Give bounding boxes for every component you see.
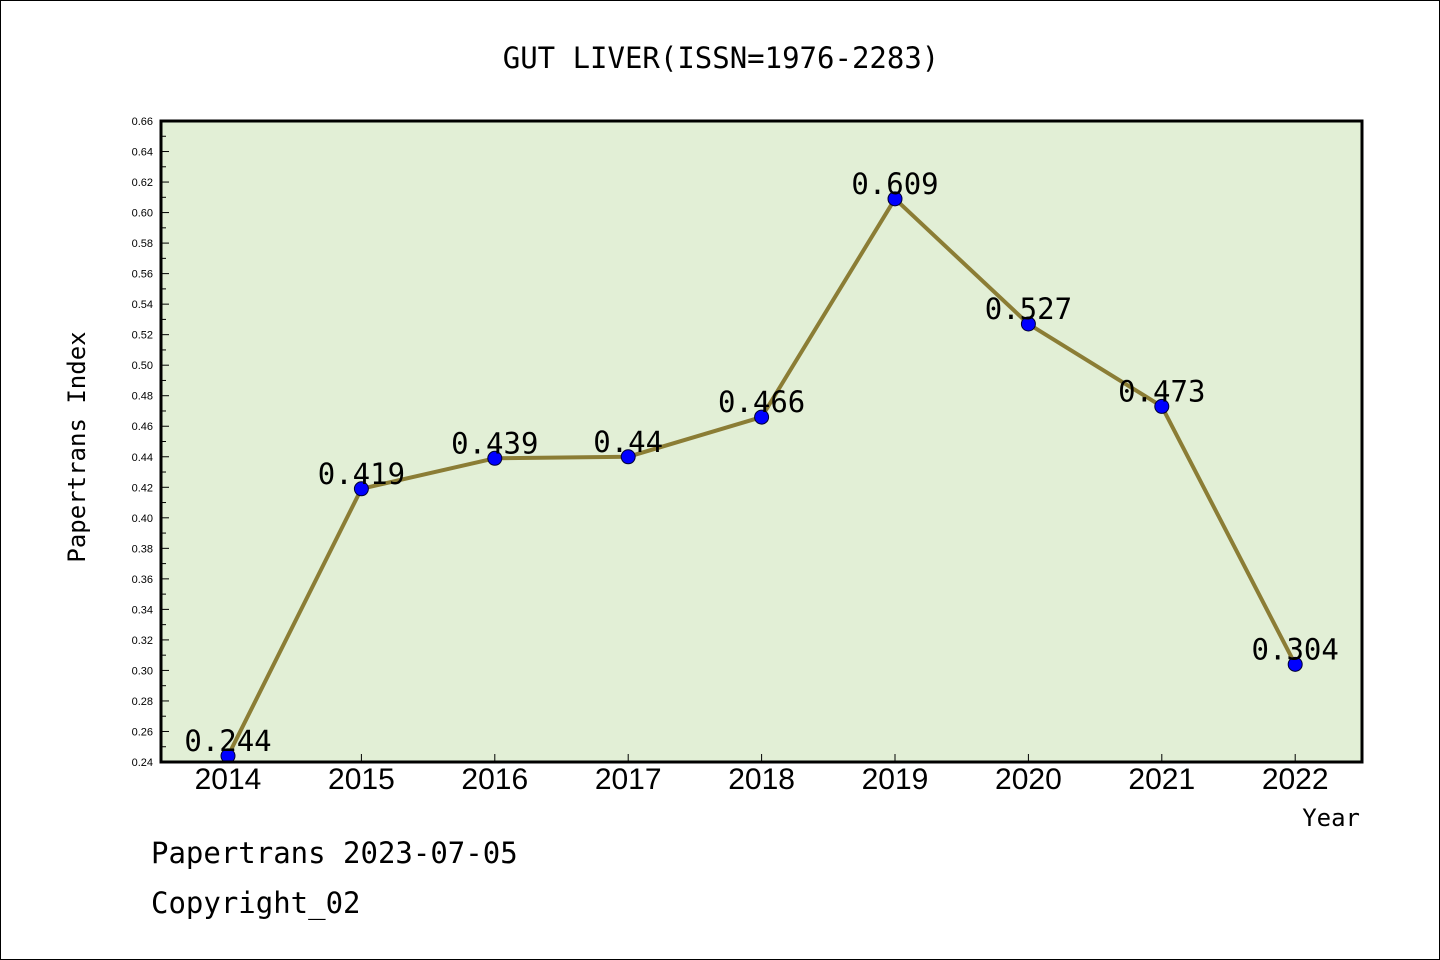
y-tick-label: 0.36 — [132, 574, 153, 586]
data-label: 0.244 — [184, 724, 271, 758]
x-tick-label: 2018 — [728, 763, 795, 796]
x-tick-label: 2022 — [1262, 763, 1329, 796]
data-label: 0.609 — [851, 167, 938, 201]
data-point — [1154, 398, 1170, 414]
data-point — [353, 481, 369, 497]
y-tick-label: 0.50 — [132, 360, 153, 372]
y-tick-label: 0.56 — [132, 269, 153, 281]
x-tick-label: 2017 — [595, 763, 662, 796]
data-label: 0.439 — [451, 426, 538, 460]
y-tick-label: 0.52 — [132, 330, 153, 342]
data-point — [754, 409, 770, 425]
y-tick-label: 0.38 — [132, 543, 153, 555]
data-point — [1020, 316, 1036, 332]
plot-frame — [159, 119, 1364, 764]
y-axis-ticks: 0.24 0.26 0.28 0.30 0.32 0.34 0.36 0.38 0.40 0.42… — [132, 116, 169, 769]
footer-date: Papertrans 2023-07-05 — [151, 836, 518, 870]
y-tick-label: 0.62 — [132, 177, 153, 189]
data-label: 0.466 — [718, 385, 805, 419]
y-tick-label: 0.46 — [132, 421, 153, 433]
plot-area — [161, 121, 1362, 762]
x-tick-label: 2019 — [862, 763, 929, 796]
y-tick-label: 0.28 — [132, 696, 153, 708]
y-tick-label: 0.34 — [132, 604, 153, 616]
data-point — [1287, 656, 1303, 672]
x-tick-label: 2016 — [461, 763, 528, 796]
x-tick-label: 2014 — [195, 763, 262, 796]
x-tick-label: 2020 — [995, 763, 1062, 796]
data-point — [487, 450, 503, 466]
y-tick-label: 0.30 — [132, 665, 153, 677]
y-tick-label: 0.40 — [132, 513, 153, 525]
footer-copyright: Copyright_02 — [151, 886, 361, 920]
data-label: 0.473 — [1118, 374, 1205, 408]
data-labels: 0.244 0.419 0.439 0.44 0.466 0.609 0.527 0.473 0… — [184, 167, 1339, 758]
y-tick-label: 0.48 — [132, 391, 153, 403]
y-tick-label: 0.44 — [132, 452, 153, 464]
data-label: 0.304 — [1252, 632, 1339, 666]
y-tick-label: 0.58 — [132, 238, 153, 250]
y-tick-label: 0.24 — [132, 757, 153, 769]
x-axis-label: Year — [1302, 804, 1360, 832]
data-points — [220, 191, 1303, 764]
y-tick-label: 0.64 — [132, 147, 153, 159]
x-tick-label: 2015 — [328, 763, 395, 796]
y-tick-label: 0.60 — [132, 208, 153, 220]
data-label: 0.527 — [985, 292, 1072, 326]
data-label: 0.419 — [318, 457, 405, 491]
data-point — [887, 191, 903, 207]
y-tick-label: 0.26 — [132, 726, 153, 738]
data-label: 0.44 — [593, 425, 663, 459]
x-axis-ticks: 2014 2015 2016 2017 2018 2019 2020 2021 2022 — [195, 754, 1329, 796]
y-axis-label: Papertrans Index — [63, 331, 91, 562]
y-tick-label: 0.32 — [132, 635, 153, 647]
x-tick-label: 2021 — [1128, 763, 1195, 796]
y-tick-label: 0.54 — [132, 299, 153, 311]
y-tick-label: 0.66 — [132, 116, 153, 128]
chart-title: GUT LIVER(ISSN=1976-2283) — [503, 41, 940, 75]
data-point — [620, 449, 636, 465]
y-tick-label: 0.42 — [132, 482, 153, 494]
